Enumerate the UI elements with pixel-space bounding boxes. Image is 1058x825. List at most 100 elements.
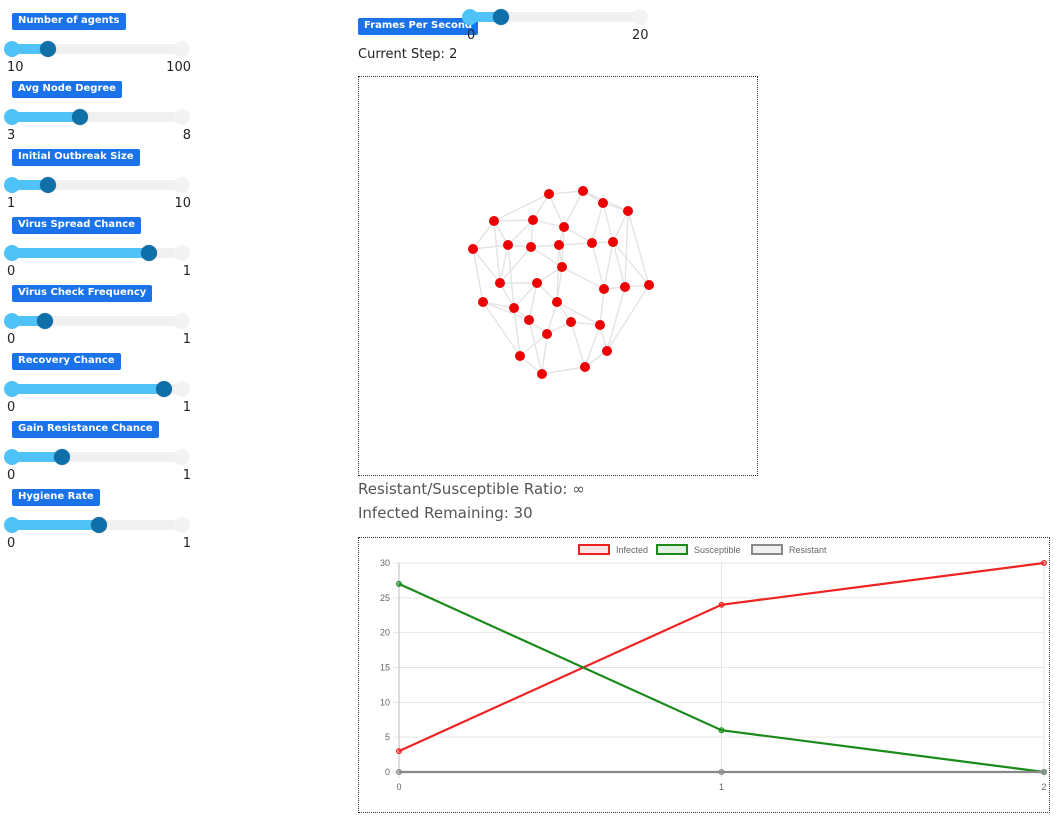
virus-check-frequency-slider-thumb[interactable] xyxy=(36,313,53,329)
agent-node[interactable] xyxy=(478,297,488,307)
network-edge xyxy=(627,210,650,286)
gain-resistance-chance-slider-fill xyxy=(5,452,62,462)
virus-spread-chance-slider[interactable] xyxy=(4,242,190,264)
network-edge xyxy=(556,301,601,326)
series-point-resistant[interactable] xyxy=(718,769,725,775)
legend-label-resistant[interactable]: Resistant xyxy=(789,545,827,555)
legend-label-infected[interactable]: Infected xyxy=(616,545,648,555)
agent-node[interactable] xyxy=(644,280,654,290)
agent-node[interactable] xyxy=(526,242,536,252)
agent-node[interactable] xyxy=(532,278,542,288)
gain-resistance-chance-min: 0 xyxy=(7,468,16,483)
network-edge xyxy=(513,282,538,309)
agent-node[interactable] xyxy=(599,284,609,294)
agent-node[interactable] xyxy=(580,362,590,372)
series-point-infected[interactable] xyxy=(396,748,402,755)
network-edge xyxy=(599,288,605,326)
fps-slider-max-cap xyxy=(632,9,648,25)
legend-swatch-susceptible[interactable] xyxy=(656,544,688,555)
hygiene-rate-slider[interactable] xyxy=(4,514,190,536)
number-of-agents-slider-track[interactable] xyxy=(5,44,189,54)
network-edge xyxy=(548,193,565,228)
agent-node[interactable] xyxy=(489,216,499,226)
y-tick-label: 15 xyxy=(380,663,390,673)
fps-slider-track[interactable] xyxy=(463,12,647,22)
hygiene-rate-slider-max-cap xyxy=(174,517,190,533)
network-view[interactable] xyxy=(358,76,758,476)
agent-node[interactable] xyxy=(557,262,567,272)
network-graph[interactable] xyxy=(359,77,757,475)
avg-node-degree-label: Avg Node Degree xyxy=(12,81,122,98)
recovery-chance-label: Recovery Chance xyxy=(12,353,121,370)
agent-node[interactable] xyxy=(515,351,525,361)
avg-node-degree-slider[interactable] xyxy=(4,106,190,128)
y-tick-label: 5 xyxy=(385,732,390,742)
avg-node-degree-slider-thumb[interactable] xyxy=(72,109,89,125)
number-of-agents-slider-thumb[interactable] xyxy=(40,41,57,57)
network-edge xyxy=(561,266,605,290)
series-point-resistant[interactable] xyxy=(396,769,402,775)
legend-swatch-infected[interactable] xyxy=(578,544,610,555)
agent-node[interactable] xyxy=(608,237,618,247)
agent-node[interactable] xyxy=(468,244,478,254)
network-edge xyxy=(493,193,550,222)
network-edge xyxy=(472,244,509,250)
legend-swatch-resistant[interactable] xyxy=(751,544,783,555)
recovery-chance-slider-thumb[interactable] xyxy=(156,381,173,397)
fps-slider-min-cap xyxy=(462,9,478,25)
network-edge xyxy=(528,282,538,321)
series-point-resistant[interactable] xyxy=(1041,769,1047,775)
number-of-agents-slider[interactable] xyxy=(4,38,190,60)
fps-slider[interactable] xyxy=(462,6,648,28)
series-point-susceptible[interactable] xyxy=(396,580,402,587)
agent-node[interactable] xyxy=(552,297,562,307)
recovery-chance-slider[interactable] xyxy=(4,378,190,400)
agent-node[interactable] xyxy=(542,329,552,339)
agent-node[interactable] xyxy=(623,206,633,216)
agent-node[interactable] xyxy=(602,346,612,356)
agent-node[interactable] xyxy=(587,238,597,248)
series-point-infected[interactable] xyxy=(718,601,725,608)
network-edge xyxy=(584,324,601,368)
fps-label: Frames Per Second xyxy=(358,18,479,35)
gain-resistance-chance-slider-thumb[interactable] xyxy=(53,449,70,465)
agent-node[interactable] xyxy=(620,282,630,292)
agent-node[interactable] xyxy=(566,317,576,327)
network-edge xyxy=(472,220,495,250)
network-edge xyxy=(532,193,550,221)
agent-node[interactable] xyxy=(578,186,588,196)
agent-node[interactable] xyxy=(544,189,554,199)
agent-node[interactable] xyxy=(524,315,534,325)
virus-check-frequency-slider[interactable] xyxy=(4,310,190,332)
agent-node[interactable] xyxy=(595,320,605,330)
virus-check-frequency-max: 1 xyxy=(182,332,191,347)
network-edge xyxy=(548,190,584,195)
fps-slider-thumb[interactable] xyxy=(493,9,510,25)
virus-check-frequency-slider-track[interactable] xyxy=(5,316,189,326)
ratio-text: Resistant/Susceptible Ratio: ∞ xyxy=(358,480,585,498)
fps-max: 20 xyxy=(632,28,649,43)
initial-outbreak-size-slider-thumb[interactable] xyxy=(40,177,57,193)
agent-node[interactable] xyxy=(537,369,547,379)
series-point-infected[interactable] xyxy=(1041,560,1047,566)
initial-outbreak-size-slider[interactable] xyxy=(4,174,190,196)
agent-node[interactable] xyxy=(528,215,538,225)
agent-node[interactable] xyxy=(554,240,564,250)
avg-node-degree-slider-track[interactable] xyxy=(5,112,189,122)
initial-outbreak-size-slider-track[interactable] xyxy=(5,180,189,190)
recovery-chance-slider-min-cap xyxy=(4,381,20,397)
agent-node[interactable] xyxy=(509,303,519,313)
gain-resistance-chance-slider[interactable] xyxy=(4,446,190,468)
agent-node[interactable] xyxy=(598,198,608,208)
virus-spread-chance-slider-thumb[interactable] xyxy=(141,245,158,261)
y-tick-label: 20 xyxy=(380,628,390,638)
hygiene-rate-slider-thumb[interactable] xyxy=(90,517,107,533)
avg-node-degree-slider-min-cap xyxy=(4,109,20,125)
agent-node[interactable] xyxy=(559,222,569,232)
legend-label-susceptible[interactable]: Susceptible xyxy=(694,545,741,555)
agent-node[interactable] xyxy=(495,278,505,288)
gain-resistance-chance-slider-max-cap xyxy=(174,449,190,465)
gain-resistance-chance-slider-track[interactable] xyxy=(5,452,189,462)
series-point-susceptible[interactable] xyxy=(718,727,725,734)
agent-node[interactable] xyxy=(503,240,513,250)
